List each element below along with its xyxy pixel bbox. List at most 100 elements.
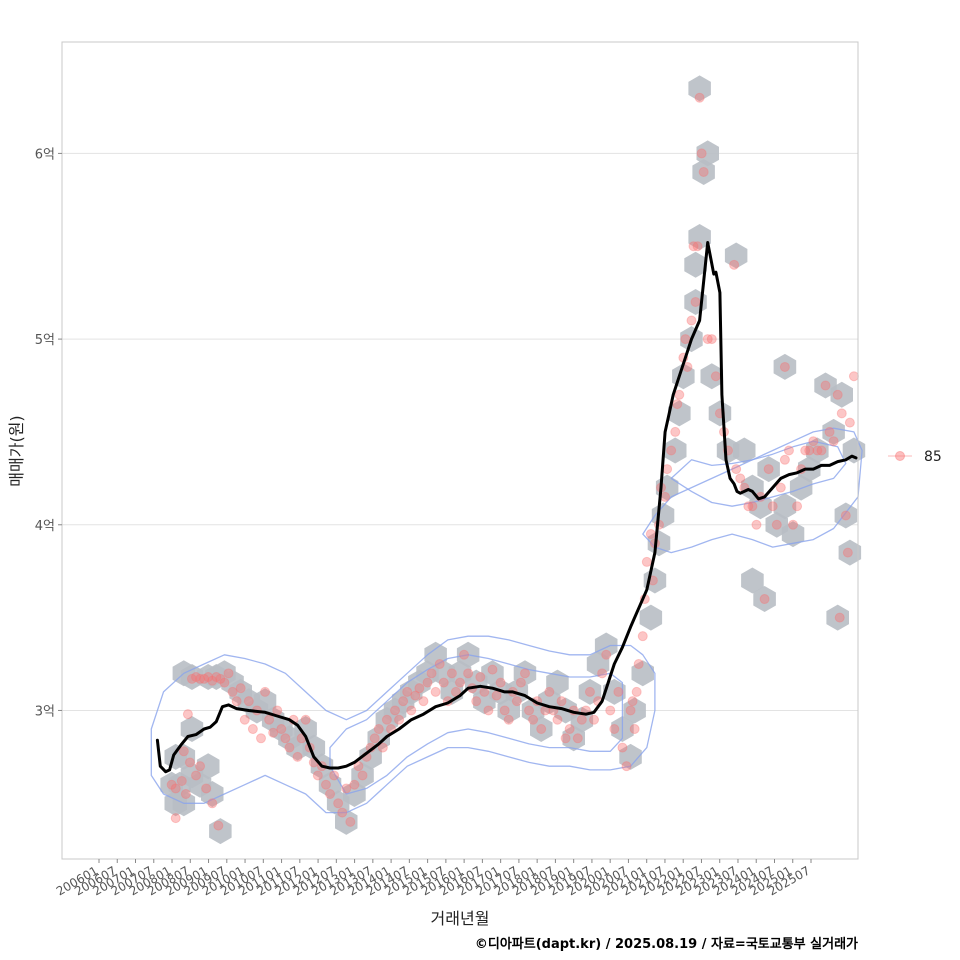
caption: ©디아파트(dapt.kr) / 2025.08.19 / 자료=국토교통부 실… [475, 936, 858, 952]
scatter-point [788, 519, 799, 530]
density-contour [670, 440, 847, 507]
scatter-point [475, 672, 486, 683]
hexbin-cell [586, 651, 610, 677]
scatter-point [792, 501, 803, 512]
scatter-point [312, 770, 323, 781]
scatter-point [552, 714, 563, 725]
hexbin-cell [838, 539, 862, 566]
y-tick-label: 4억 [35, 519, 55, 534]
scatter-point [333, 798, 344, 809]
scatter-point [280, 733, 291, 744]
scatter-point [690, 296, 701, 307]
scatter-point [519, 668, 530, 679]
scatter-point [629, 724, 640, 735]
scatter-point [645, 529, 656, 540]
x-axis-title: 거래년월 [431, 909, 490, 928]
scatter-point [207, 675, 218, 686]
scatter-point [694, 92, 705, 103]
hexbin-cell [180, 716, 204, 742]
scatter-point [840, 510, 851, 521]
scatter-point [686, 315, 697, 326]
scatter-point [463, 668, 474, 679]
scatter-point [710, 371, 721, 382]
density-contour [150, 635, 656, 814]
scatter-point [418, 696, 429, 707]
scatter-point [422, 677, 433, 688]
scatter-point [180, 789, 191, 800]
y-tick-label: 3억 [35, 704, 55, 719]
hexbin-cell [700, 363, 724, 390]
scatter-point [191, 770, 202, 781]
scatter-point [735, 473, 746, 484]
scatter-point [483, 705, 494, 716]
trend-line [155, 241, 858, 774]
scatter-point [775, 482, 786, 493]
scatter-point [300, 714, 311, 725]
scatter-point [487, 664, 498, 675]
scatter-point [195, 673, 206, 684]
hexbin-cell [623, 697, 646, 724]
scatter-point [349, 779, 360, 790]
scatter-point [390, 705, 401, 716]
hexbin-cell [209, 818, 232, 845]
hexbin-cell [749, 493, 772, 520]
scatter-point [731, 464, 742, 475]
scatter-point [243, 696, 254, 707]
scatter-point [231, 696, 242, 707]
hexbin-cell [359, 743, 382, 770]
legend-key-point [895, 451, 905, 461]
scatter-point [446, 668, 457, 679]
scatter-point [759, 594, 770, 605]
scatter-point [325, 789, 336, 800]
scatter-point [680, 334, 691, 345]
scatter-point [779, 361, 790, 372]
panel-border [61, 41, 859, 860]
scatter-point [406, 705, 417, 716]
scatter-point [560, 733, 571, 744]
scatter-point [576, 714, 587, 725]
hexbin-cell [733, 437, 756, 464]
scatter-point [203, 672, 214, 683]
scatter-point [729, 259, 740, 270]
hexbin-cell [668, 400, 691, 427]
scatter-point [692, 241, 703, 252]
hexbin-cell [830, 381, 853, 408]
scatter-point [499, 705, 510, 716]
scatter-point [170, 813, 181, 824]
scatter-point [459, 649, 470, 660]
scatter-point [688, 241, 699, 252]
scatter-point [438, 677, 449, 688]
scatter-point [213, 820, 224, 831]
hexbin-cell [696, 140, 719, 167]
hexbin-cell [826, 604, 849, 631]
scatter-point [357, 770, 368, 781]
scatter-point [182, 709, 193, 720]
scatter-point [471, 696, 482, 707]
scatter-point [276, 724, 287, 735]
hexbin-cell [578, 678, 602, 705]
hexbin-cell [692, 159, 715, 185]
scatter-point [284, 742, 295, 753]
scatter-point [808, 436, 819, 447]
scatter-point [178, 746, 189, 757]
hexbin-cell [318, 771, 342, 798]
hexbin-cell [753, 586, 776, 612]
density-contour [642, 427, 863, 554]
y-tick-label: 5억 [35, 333, 55, 348]
scatter-point [572, 733, 583, 744]
scatter-point [377, 742, 388, 753]
scatter-point [511, 696, 522, 707]
scatter-point [706, 334, 717, 345]
hexbin-cell [834, 502, 858, 529]
scatter-point [564, 724, 575, 735]
hexbin-cell [684, 251, 707, 278]
y-axis-ticks: 3억 4억 5억 6억 [35, 147, 62, 719]
hexbin-cell [781, 521, 805, 548]
hexbin-cell [424, 641, 447, 668]
scatter-point [633, 659, 644, 670]
scatter-point [292, 751, 303, 762]
hexbin-cell [822, 418, 845, 445]
hexbin-cell [664, 437, 687, 464]
scatter-point [528, 714, 539, 725]
